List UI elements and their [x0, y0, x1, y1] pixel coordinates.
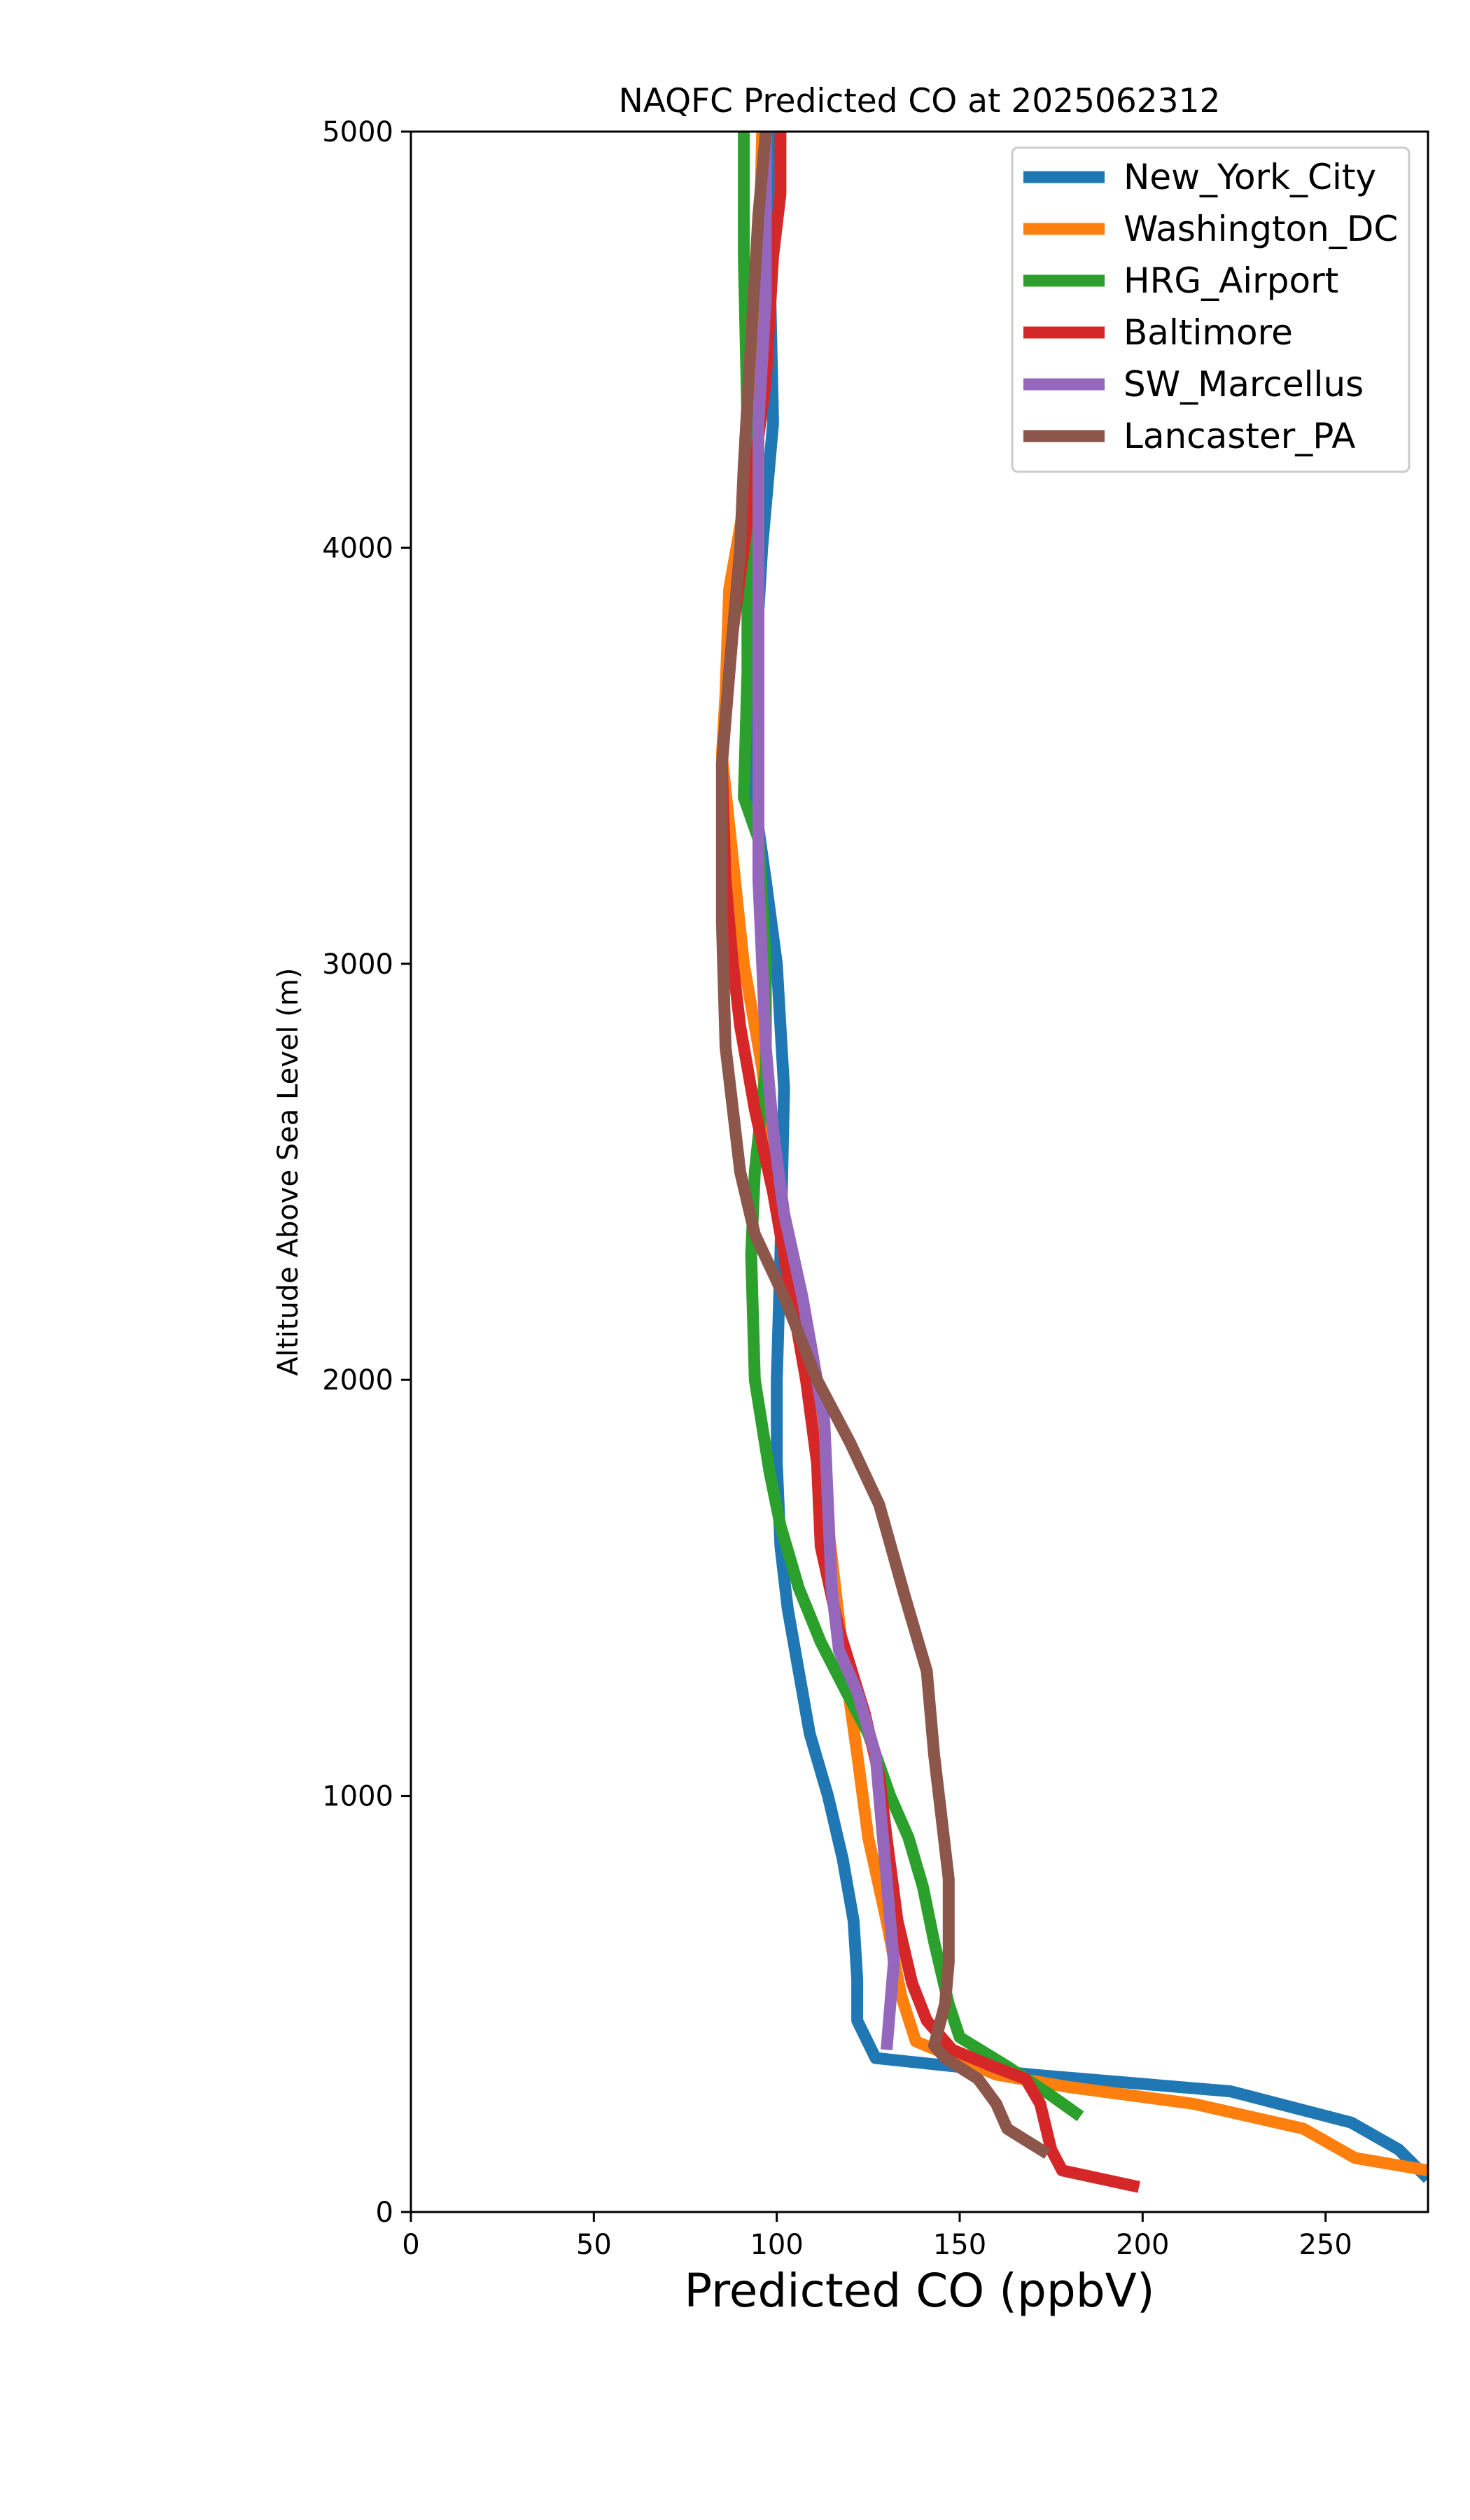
legend-label: New_York_City: [1124, 157, 1376, 197]
x-tick-label: 200: [1116, 2229, 1169, 2261]
series-layer: [715, 132, 1428, 2193]
x-tick-label: 50: [576, 2229, 612, 2261]
y-tick-label: 1000: [322, 1781, 393, 1813]
x-tick-label: 100: [750, 2229, 803, 2261]
y-tick-label: 5000: [322, 116, 393, 148]
y-axis-label: Altitude Above Sea Level (m): [272, 968, 304, 1376]
y-tick-label: 2000: [322, 1364, 393, 1396]
y-tick-label: 0: [376, 2197, 393, 2229]
y-axis-ticks: 0 1000 2000 3000 4000 5000: [322, 116, 411, 2229]
series-line-sw-marcellus: [752, 132, 900, 2050]
legend-box: [1011, 146, 1410, 473]
series-line-lancaster-pa: [715, 132, 1051, 2160]
chart-title: NAQFC Predicted CO at 2025062312: [619, 82, 1221, 120]
x-tick-label: 0: [402, 2229, 419, 2261]
x-tick-label: 250: [1298, 2229, 1352, 2261]
legend-label: SW_Marcellus: [1124, 364, 1364, 405]
legend-label: Baltimore: [1124, 312, 1293, 353]
y-tick-label: 4000: [322, 532, 393, 564]
legend-label: Washington_DC: [1124, 209, 1398, 249]
x-axis-label: Predicted CO (ppbV): [684, 2264, 1154, 2318]
plot-area-frame: [410, 130, 1429, 2213]
legend: New_York_City Washington_DC HRG_Airport Bal…: [1011, 146, 1410, 473]
legend-label: Lancaster_PA: [1124, 416, 1355, 456]
x-tick-label: 150: [933, 2229, 986, 2261]
y-tick-label: 3000: [322, 948, 393, 981]
x-axis-ticks: 0 50 100 150 200 250: [402, 2212, 1352, 2261]
legend-label: HRG_Airport: [1124, 260, 1338, 301]
